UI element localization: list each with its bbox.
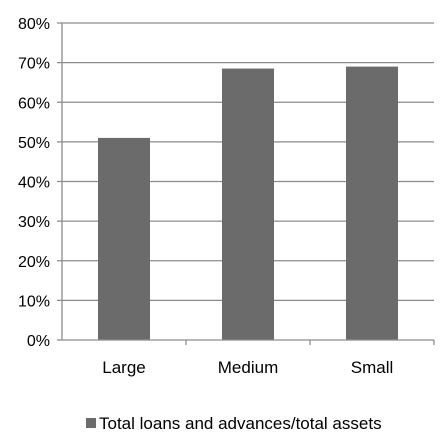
y-tick-labels: 0% 10% 20% 30% 40% 50% 60% 70% 80% xyxy=(18,16,50,350)
x-category-label: Large xyxy=(102,358,145,377)
y-tick-label: 0% xyxy=(27,333,50,350)
y-tick-label: 30% xyxy=(18,214,50,231)
y-tick-label: 20% xyxy=(18,254,50,271)
x-category-labels: Large Medium Small xyxy=(102,358,393,377)
bars xyxy=(98,66,398,341)
legend-swatch xyxy=(86,418,96,428)
legend-label: Total loans and advances/total assets xyxy=(99,414,382,433)
bar-medium xyxy=(222,68,274,340)
bar-large xyxy=(98,137,150,340)
y-tick-label: 70% xyxy=(18,56,50,73)
y-tick-label: 60% xyxy=(18,95,50,112)
y-tick-label: 50% xyxy=(18,135,50,152)
y-tick-label: 10% xyxy=(18,293,50,310)
y-tick-label: 80% xyxy=(18,16,50,33)
legend: Total loans and advances/total assets xyxy=(86,414,382,433)
y-tick-label: 40% xyxy=(18,175,50,192)
x-category-label: Small xyxy=(351,358,394,377)
bar-small xyxy=(346,66,398,341)
x-category-label: Medium xyxy=(218,358,278,377)
axes xyxy=(57,22,435,345)
